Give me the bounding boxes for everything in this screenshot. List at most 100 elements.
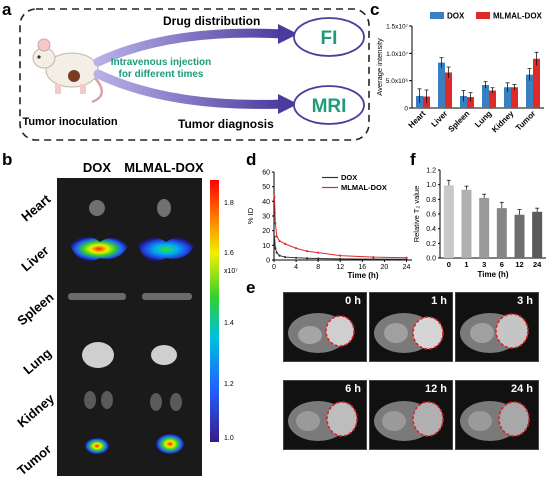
mri-image: 3 h bbox=[455, 292, 539, 362]
x-tick-label: Tumor bbox=[514, 109, 538, 133]
x-axis-label: Time (h) bbox=[348, 271, 379, 280]
colorbar-tick: 1.8 bbox=[224, 200, 234, 207]
bar bbox=[482, 85, 489, 108]
bar bbox=[532, 211, 543, 258]
data-point bbox=[274, 247, 277, 250]
arrow-lower bbox=[93, 69, 288, 109]
x-tick-label: 3 bbox=[482, 260, 486, 269]
colorbar-unit: x10⁷ bbox=[224, 268, 238, 275]
x-tick-label: 0 bbox=[447, 260, 451, 269]
panel-label-d: d bbox=[246, 150, 257, 169]
mri-image: 6 h bbox=[283, 380, 367, 450]
x-tick-label: Spleen bbox=[446, 109, 471, 134]
x-axis-label: Time (h) bbox=[478, 270, 509, 279]
data-point bbox=[339, 254, 342, 257]
data-point bbox=[306, 250, 309, 253]
panel-label-c: c bbox=[370, 0, 380, 19]
organ-label-spleen: Spleen bbox=[14, 289, 56, 328]
y-tick-label: 10 bbox=[262, 243, 270, 250]
y-tick-label: 0.2 bbox=[426, 241, 436, 248]
y-tick-label: 0 bbox=[266, 258, 270, 265]
organ-label-heart: Heart bbox=[18, 191, 54, 224]
organ-label-liver: Liver bbox=[18, 243, 51, 274]
y-tick-label: 40 bbox=[262, 199, 270, 206]
bar bbox=[467, 97, 474, 108]
data-point bbox=[283, 255, 287, 259]
data-point bbox=[405, 256, 408, 259]
x-tick-label: Lung bbox=[473, 109, 493, 129]
series-line bbox=[273, 196, 407, 259]
col-header-mlmal-dox: MLMAL-DOX bbox=[124, 160, 204, 175]
x-tick-label: 6 bbox=[500, 260, 504, 269]
bar bbox=[438, 62, 445, 108]
panel-label-a: a bbox=[2, 0, 12, 19]
organ-images bbox=[68, 199, 194, 454]
data-point bbox=[273, 235, 276, 238]
data-point bbox=[273, 195, 276, 199]
y-tick-label: 0.6 bbox=[426, 212, 436, 219]
bar bbox=[511, 87, 518, 108]
fi-oval bbox=[293, 17, 365, 57]
data-point bbox=[317, 251, 320, 254]
colorbar-tick: 1.0 bbox=[224, 435, 234, 442]
x-tick-label: 16 bbox=[358, 264, 366, 271]
bar bbox=[479, 197, 490, 258]
data-point bbox=[317, 257, 320, 260]
y-tick-label: 30 bbox=[262, 214, 270, 221]
data-point bbox=[278, 254, 281, 257]
mouse-illustration bbox=[32, 38, 103, 104]
data-point bbox=[283, 242, 287, 245]
injection-label-2: for different times bbox=[118, 69, 203, 80]
fi-label: FI bbox=[321, 28, 338, 49]
data-point bbox=[275, 251, 278, 254]
mri-timepoint: 12 h bbox=[424, 383, 447, 395]
y-tick-label: 1.2 bbox=[426, 168, 436, 175]
data-point bbox=[372, 255, 375, 259]
x-tick-label: Heart bbox=[407, 109, 428, 130]
bar bbox=[504, 87, 511, 108]
organ-label-lung: Lung bbox=[20, 345, 54, 377]
colorbar bbox=[210, 180, 219, 442]
x-tick-label: Liver bbox=[430, 109, 450, 129]
panel-a-schematic: FI MRI Drug distribution Tumor diagnosis… bbox=[19, 8, 370, 141]
data-point bbox=[294, 256, 298, 259]
x-tick-label: 0 bbox=[272, 264, 276, 271]
bar bbox=[489, 90, 496, 108]
schematic-dashed-box bbox=[19, 8, 370, 141]
bar bbox=[461, 189, 472, 258]
y-tick-label: 20 bbox=[262, 228, 270, 235]
bar bbox=[445, 72, 452, 108]
mri-image: 1 h bbox=[369, 292, 453, 362]
mri-oval bbox=[293, 85, 365, 125]
bar bbox=[443, 185, 454, 258]
y-axis-label: Average intensity bbox=[375, 38, 384, 96]
legend-label: MLMAL-DOX bbox=[341, 183, 387, 192]
y-tick-label: 0.4 bbox=[426, 226, 436, 233]
bar bbox=[496, 208, 507, 258]
legend-swatch bbox=[476, 12, 490, 19]
tumor-inoculation-label: Tumor inoculation bbox=[22, 116, 117, 128]
organ-label-tumor: Tumor bbox=[14, 441, 54, 478]
x-tick-label: 12 bbox=[336, 264, 344, 271]
y-tick-label: 0 bbox=[404, 106, 408, 113]
legend-label: DOX bbox=[447, 12, 465, 21]
y-tick-label: 1.0 bbox=[426, 182, 436, 189]
panel-d-line-chart: 0 10 20 30 40 50 60 0 4 8 12 16 20 24 Time (h) % ID DOXM… bbox=[246, 170, 412, 280]
y-axis-label: Relative T₂ value bbox=[412, 186, 421, 243]
col-header-dox: DOX bbox=[83, 160, 112, 175]
legend-label: MLMAL-DOX bbox=[493, 12, 543, 21]
x-tick-label: 24 bbox=[533, 260, 542, 269]
data-point bbox=[275, 235, 278, 238]
bar bbox=[514, 214, 525, 258]
mri-image: 12 h bbox=[369, 380, 453, 450]
x-tick-label: 1 bbox=[464, 260, 468, 269]
legend-label: DOX bbox=[341, 173, 357, 182]
x-tick-label: 24 bbox=[403, 264, 411, 271]
colorbar-tick: 1.4 bbox=[224, 320, 234, 327]
mri-timepoint: 6 h bbox=[345, 383, 361, 395]
mri-image: 0 h bbox=[283, 292, 367, 362]
x-tick-label: 20 bbox=[381, 264, 389, 271]
panel-label-b: b bbox=[2, 150, 13, 169]
panel-label-f: f bbox=[410, 150, 416, 169]
data-point bbox=[294, 247, 298, 250]
